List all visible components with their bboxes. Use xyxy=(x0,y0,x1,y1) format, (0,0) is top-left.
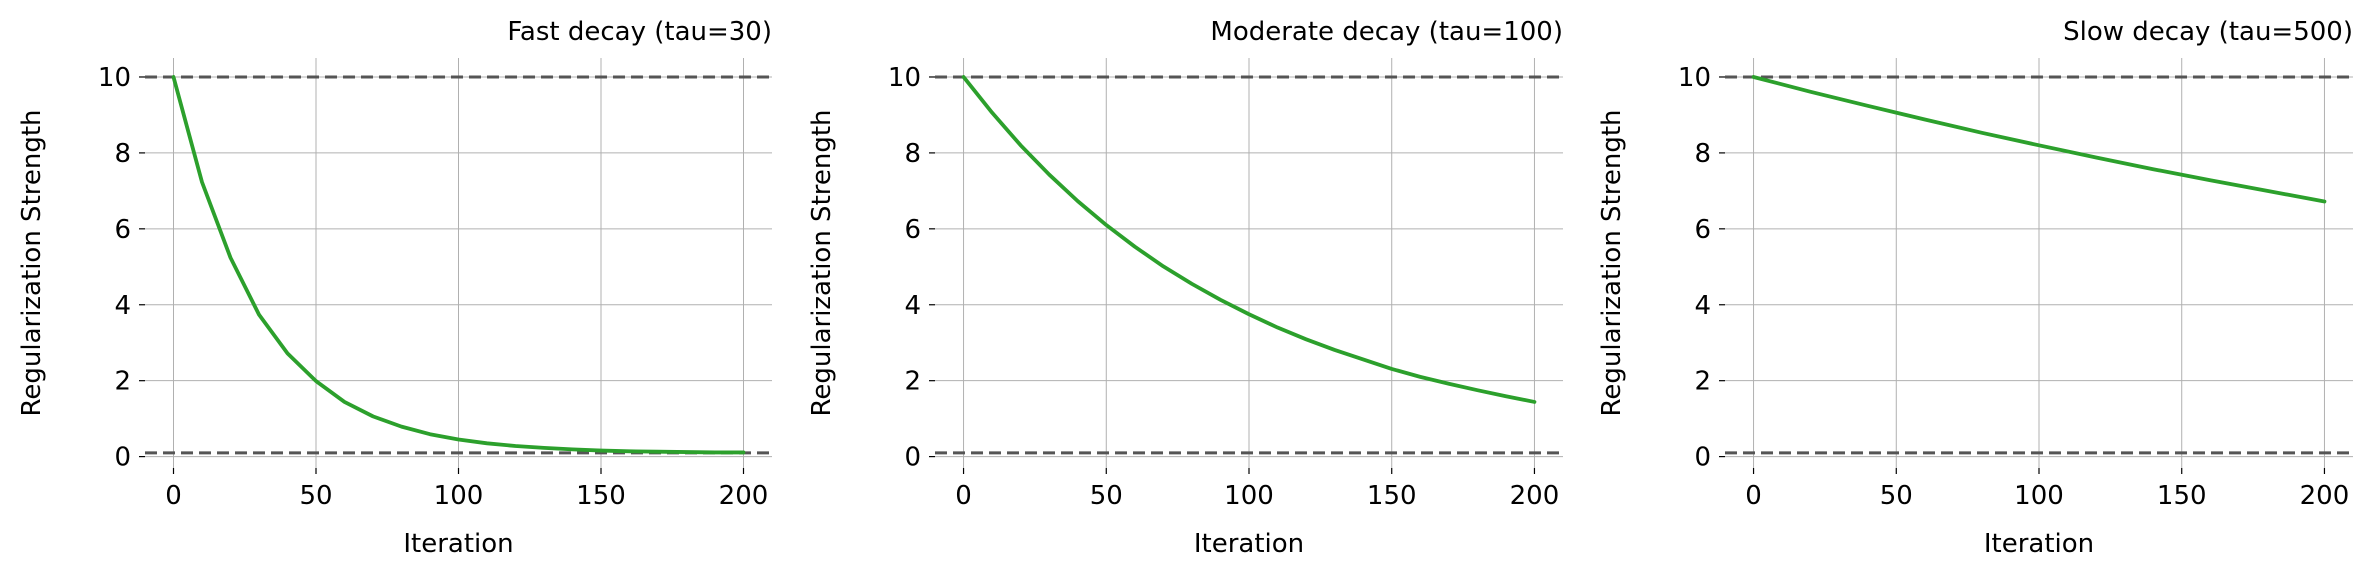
y-tick-label: 2 xyxy=(1694,367,1711,397)
y-tick-label: 6 xyxy=(1694,215,1711,245)
y-tick-label: 0 xyxy=(114,443,131,473)
x-axis-label: Iteration xyxy=(403,529,513,559)
series-line xyxy=(1751,75,2327,204)
x-tick-label: 200 xyxy=(1510,481,1560,511)
chart-title: Moderate decay (tau=100) xyxy=(1210,17,1563,47)
y-tick-label: 6 xyxy=(114,215,131,245)
x-tick-label: 200 xyxy=(2300,481,2350,511)
x-tick-label: 100 xyxy=(2014,481,2064,511)
y-tick-label: 2 xyxy=(114,367,131,397)
x-tick-label: 150 xyxy=(1367,481,1417,511)
y-tick-label: 10 xyxy=(1678,63,1711,93)
y-tick-label: 4 xyxy=(114,291,131,321)
x-tick-label: 50 xyxy=(299,481,332,511)
x-tick-label: 50 xyxy=(1880,481,1913,511)
y-tick-label: 2 xyxy=(904,367,921,397)
y-tick-label: 4 xyxy=(904,291,921,321)
subplot-fast-decay: 0 50 100 150 200 0 2 4 6 8 10 Fast decay (tau=30) It… xyxy=(17,17,772,559)
x-tick-label: 100 xyxy=(1224,481,1274,511)
y-tick-label: 10 xyxy=(98,63,131,93)
chart-title: Fast decay (tau=30) xyxy=(507,17,772,47)
x-axis-label: Iteration xyxy=(1194,529,1304,559)
y-tick-label: 10 xyxy=(888,63,921,93)
x-tick-label: 150 xyxy=(2157,481,2207,511)
y-tick-label: 0 xyxy=(1694,443,1711,473)
x-tick-label: 0 xyxy=(165,481,182,511)
x-tick-label: 0 xyxy=(1745,481,1762,511)
subplot-moderate-decay: 0 50 100 150 200 0 2 4 6 8 10 Moderate decay (tau=1… xyxy=(807,17,1563,559)
x-tick-label: 0 xyxy=(955,481,972,511)
chart-title: Slow decay (tau=500) xyxy=(2063,17,2353,47)
y-axis-label: Regularization Strength xyxy=(1597,109,1627,416)
y-tick-label: 6 xyxy=(904,215,921,245)
series-line xyxy=(961,75,1537,404)
x-tick-label: 150 xyxy=(576,481,626,511)
subplot-slow-decay: 0 50 100 150 200 0 2 4 6 8 10 Slow decay (tau=500) I… xyxy=(1597,17,2353,559)
x-tick-label: 100 xyxy=(434,481,484,511)
y-axis-label: Regularization Strength xyxy=(17,109,47,416)
y-tick-label: 4 xyxy=(1694,291,1711,321)
x-tick-label: 50 xyxy=(1090,481,1123,511)
y-tick-label: 0 xyxy=(904,443,921,473)
y-axis-label: Regularization Strength xyxy=(807,109,837,416)
y-tick-label: 8 xyxy=(114,139,131,169)
series-line xyxy=(171,75,746,455)
x-tick-label: 200 xyxy=(719,481,769,511)
y-tick-label: 8 xyxy=(1694,139,1711,169)
y-tick-label: 8 xyxy=(904,139,921,169)
x-axis-label: Iteration xyxy=(1984,529,2094,559)
